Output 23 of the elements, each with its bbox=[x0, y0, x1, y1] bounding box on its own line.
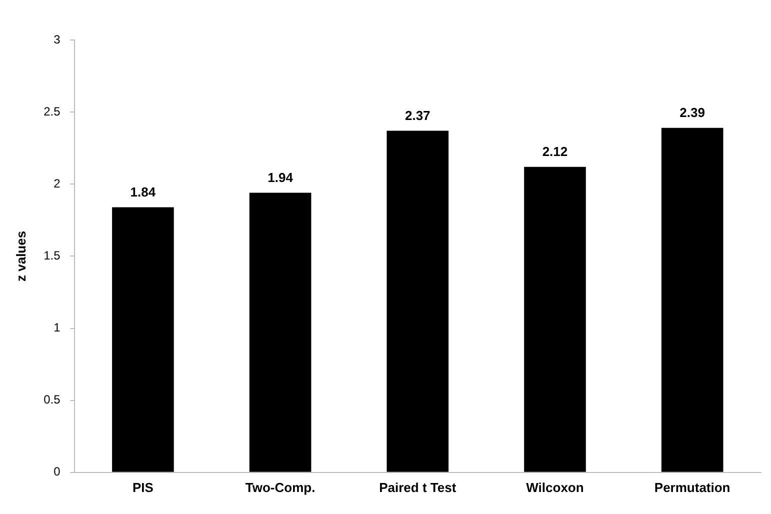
data-label: 2.12 bbox=[542, 144, 568, 159]
data-label: 2.37 bbox=[404, 108, 430, 123]
bar bbox=[112, 207, 174, 472]
bar bbox=[661, 128, 724, 472]
y-tick-label: 0.5 bbox=[44, 392, 61, 407]
bar bbox=[386, 130, 449, 472]
y-tick-label: 1.5 bbox=[44, 248, 61, 263]
data-label: 2.39 bbox=[680, 105, 705, 120]
y-tick-label: 3 bbox=[54, 32, 61, 46]
y-tick-label: 1 bbox=[54, 320, 61, 335]
y-tick-label: 2.5 bbox=[44, 104, 61, 118]
data-label: 1.84 bbox=[130, 184, 156, 200]
y-tick-label: 2 bbox=[54, 176, 61, 190]
data-label: 1.94 bbox=[268, 170, 294, 185]
y-tick-label: 0 bbox=[54, 464, 61, 479]
x-tick-label: Wilcoxon bbox=[526, 480, 584, 495]
y-axis-title: z values bbox=[13, 230, 28, 282]
x-tick-label: Permutation bbox=[654, 480, 730, 495]
bar bbox=[524, 166, 586, 472]
x-tick-label: Paired t Test bbox=[379, 480, 457, 495]
x-tick-label: PIS bbox=[132, 480, 154, 495]
bar bbox=[249, 192, 312, 472]
x-tick-label: Two-Comp. bbox=[245, 480, 316, 495]
